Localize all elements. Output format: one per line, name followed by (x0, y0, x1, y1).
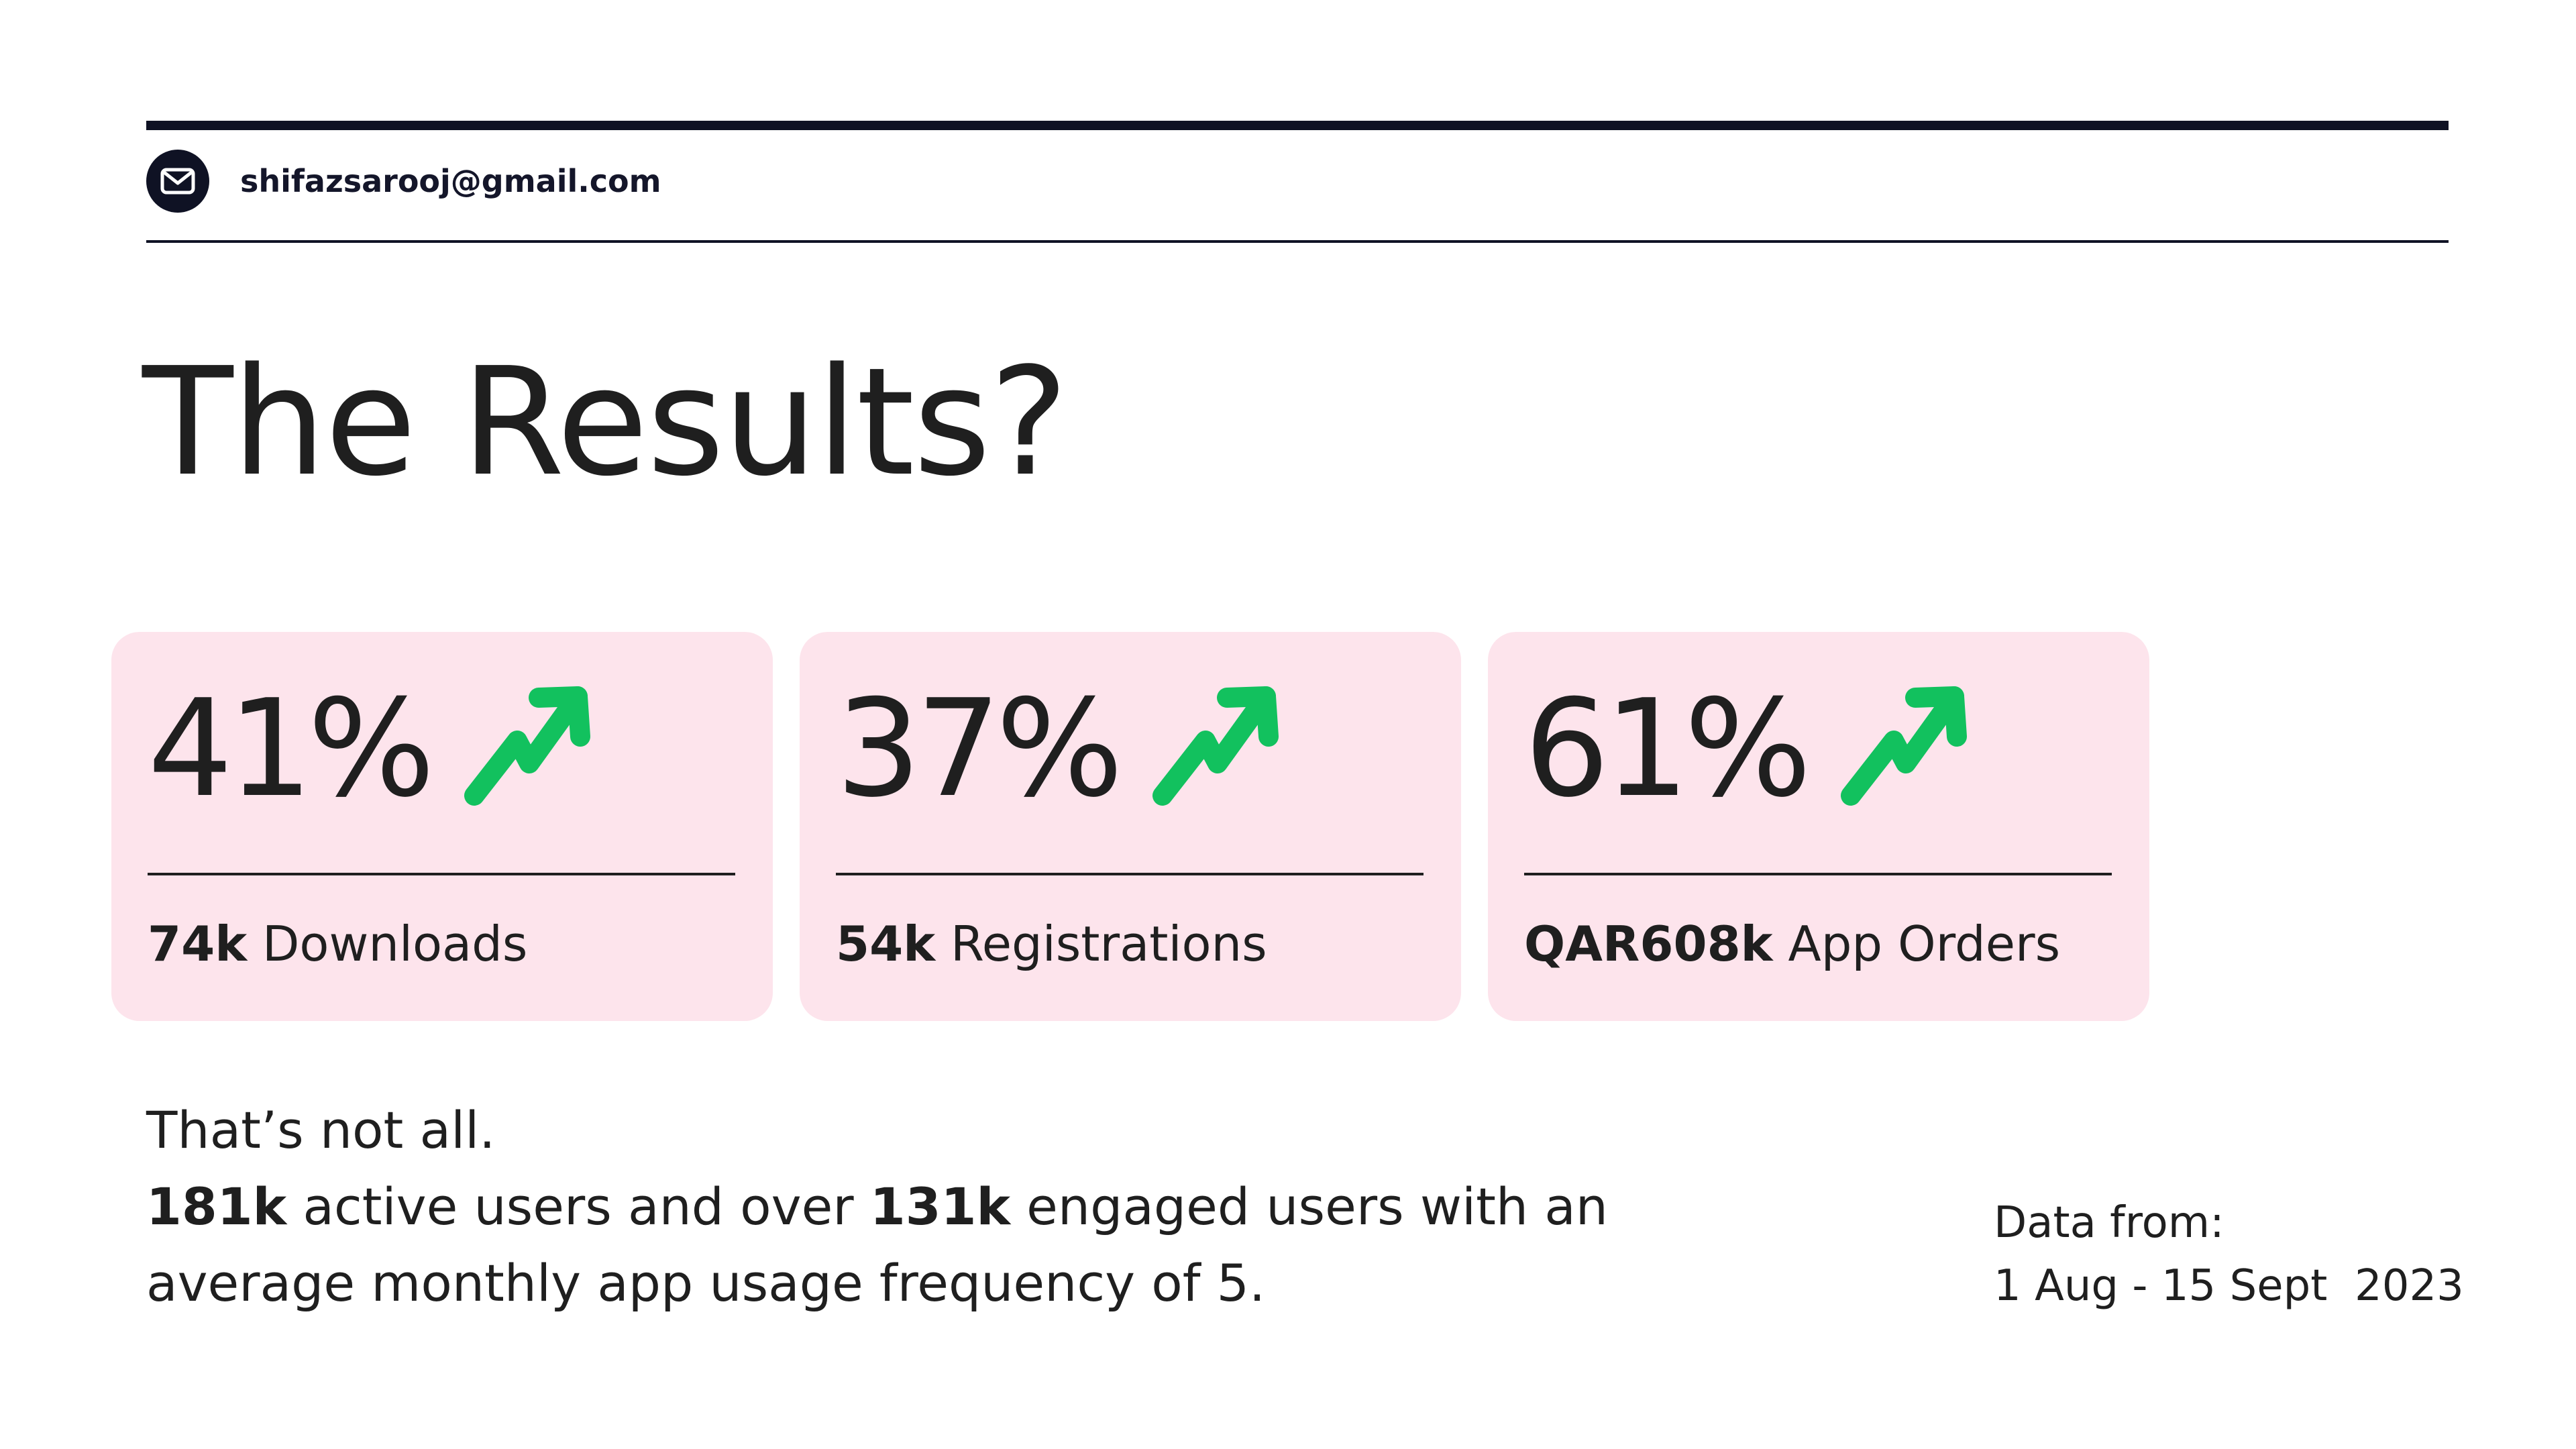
summary-text: That’s not all. 181k active users and ov… (146, 1092, 1608, 1322)
mail-icon (146, 150, 209, 213)
stat-card-app-orders: 61% QAR608k App Orders (1488, 632, 2149, 1021)
trending-up-icon (1840, 686, 1967, 806)
stat-label: QAR608k App Orders (1524, 914, 2060, 974)
engaged-users-text: engaged users with an (1010, 1177, 1608, 1236)
engaged-users-value: 131k (869, 1177, 1010, 1236)
active-users-value: 181k (146, 1177, 287, 1236)
summary-line-1: That’s not all. (146, 1100, 496, 1160)
date-range: 1 Aug - 15 Sept 2023 (1994, 1261, 2464, 1311)
card-divider (836, 873, 1424, 875)
date-label: Data from: (1994, 1198, 2224, 1248)
trending-up-icon (1152, 686, 1279, 806)
summary-line-3: average monthly app usage frequency of 5… (146, 1253, 1266, 1313)
card-divider (148, 873, 735, 875)
stat-name: Downloads (262, 916, 528, 972)
card-divider (1524, 873, 2112, 875)
stat-value: QAR608k (1524, 916, 1773, 972)
stat-name: App Orders (1788, 916, 2061, 972)
page-title: The Results? (142, 336, 1069, 509)
trending-up-icon (464, 686, 590, 806)
top-rule (146, 121, 2449, 130)
summary-line-2: 181k active users and over 131k engaged … (146, 1169, 1608, 1245)
header-rule (146, 240, 2449, 243)
stat-label: 54k Registrations (836, 914, 1267, 974)
active-users-text: active users and over (286, 1177, 870, 1236)
data-date-range: Data from: 1 Aug - 15 Sept 2023 (1994, 1191, 2464, 1318)
stat-value: 74k (148, 916, 248, 972)
stat-card-registrations: 37% 54k Registrations (800, 632, 1461, 1021)
stat-name: Registrations (950, 916, 1267, 972)
stat-label: 74k Downloads (148, 914, 527, 974)
stat-percent: 37% (836, 671, 1124, 827)
stat-card-downloads: 41% 74k Downloads (111, 632, 773, 1021)
stat-percent: 41% (148, 671, 435, 827)
stat-value: 54k (836, 916, 936, 972)
stat-percent: 61% (1524, 671, 1812, 827)
email-address: shifazsarooj@gmail.com (240, 163, 661, 199)
contact-header: shifazsarooj@gmail.com (146, 149, 661, 213)
